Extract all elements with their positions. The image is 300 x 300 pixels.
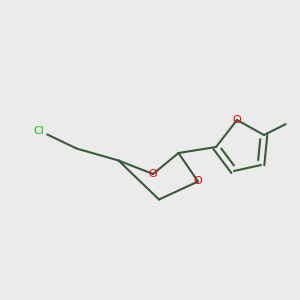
Text: O: O <box>194 176 202 187</box>
Text: Cl: Cl <box>34 125 44 136</box>
Text: O: O <box>148 169 158 179</box>
Text: O: O <box>232 115 242 125</box>
